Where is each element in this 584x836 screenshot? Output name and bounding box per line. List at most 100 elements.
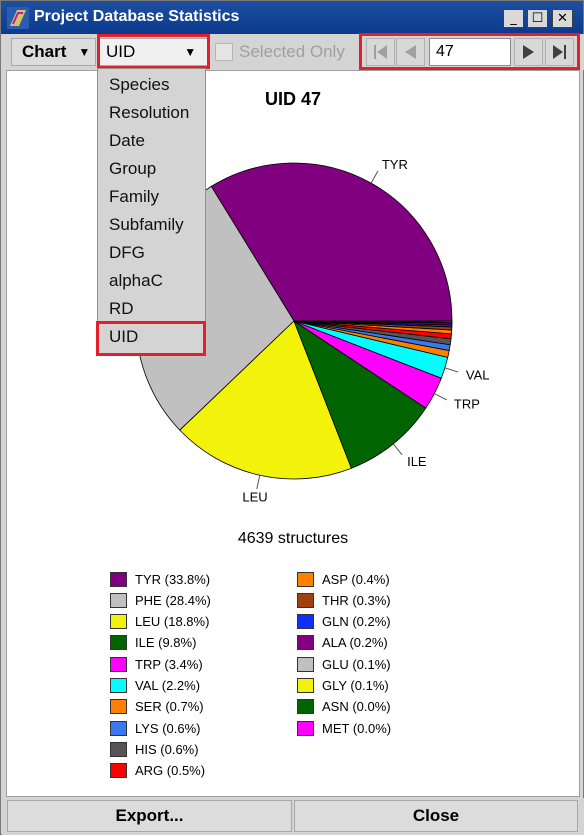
slice-label-trp: TRP [454, 397, 480, 412]
legend-item-tyr: TYR (33.8%) [110, 570, 210, 588]
button-bar: Export... Close [2, 798, 584, 835]
legend-label: GLN (0.2%) [322, 614, 391, 630]
close-icon: ✕ [557, 11, 568, 26]
legend-label: ASN (0.0%) [322, 699, 391, 715]
legend-item-ser: SER (0.7%) [110, 698, 204, 716]
legend-label: TRP (3.4%) [135, 656, 203, 672]
group-by-select[interactable]: UID ▼ [99, 38, 209, 66]
skip-last-icon [553, 45, 566, 59]
legend-label: TYR (33.8%) [135, 571, 211, 587]
legend-swatch [297, 678, 314, 693]
legend-swatch [297, 635, 314, 651]
first-record-button[interactable] [366, 38, 395, 66]
dropdown-item-subfamily[interactable]: Subfamily [109, 215, 184, 234]
dropdown-item-rd[interactable]: RD [109, 299, 134, 318]
dropdown-item-group[interactable]: Group [109, 159, 157, 178]
close-window-button[interactable]: ✕ [552, 9, 573, 28]
record-number-input[interactable]: 47 [429, 38, 511, 66]
legend-label: PHE (28.4%) [135, 592, 211, 608]
chevron-down-icon: ▼ [184, 45, 197, 59]
legend-item-lys: LYS (0.6%) [110, 719, 201, 737]
legend-label: ILE (9.8%) [135, 635, 197, 651]
legend-item-phe: PHE (28.4%) [110, 591, 211, 609]
leader-line-val [444, 367, 459, 373]
legend-swatch [297, 571, 314, 587]
window-title: Project Database Statistics [34, 8, 240, 25]
dropdown-item-species[interactable]: Species [109, 75, 170, 94]
legend-item-met: MET (0.0%) [297, 719, 391, 737]
legend-label: LYS (0.6%) [135, 720, 201, 736]
slice-label-tyr: TYR [382, 157, 408, 172]
close-button[interactable]: Close [294, 800, 578, 832]
dropdown-item-date[interactable]: Date [109, 131, 145, 150]
legend-item-ala: ALA (0.2%) [297, 634, 388, 652]
legend-label: ASP (0.4%) [322, 571, 390, 587]
selected-only-label: Selected Only [239, 42, 345, 61]
legend-item-leu: LEU (18.8%) [110, 613, 209, 631]
legend-item-asn: ASN (0.0%) [297, 698, 391, 716]
legend-swatch [110, 720, 127, 736]
toolbar: Chart ▼ UID ▼ Selected Only 47 [2, 33, 584, 70]
legend-swatch [110, 699, 127, 715]
legend-item-glu: GLU (0.1%) [297, 655, 391, 673]
legend-item-trp: TRP (3.4%) [110, 655, 203, 673]
legend-swatch [110, 614, 127, 630]
last-record-button[interactable] [545, 38, 574, 66]
maximize-icon: ☐ [531, 11, 544, 26]
leader-line-ile [392, 443, 403, 456]
slice-label-val: VAL [466, 367, 490, 382]
legend-item-arg: ARG (0.5%) [110, 762, 205, 780]
dropdown-item-dfg[interactable]: DFG [109, 243, 145, 262]
previous-icon [405, 45, 416, 59]
export-button[interactable]: Export... [7, 800, 292, 832]
highlight-uid-item [96, 321, 206, 356]
structure-count: 4639 structures [237, 530, 349, 547]
legend-swatch [110, 635, 127, 651]
leader-line-trp [434, 393, 448, 401]
group-by-value: UID [106, 42, 136, 61]
legend-item-val: VAL (2.2%) [110, 677, 200, 695]
selected-only-checkbox[interactable] [215, 43, 233, 61]
legend-item-thr: THR (0.3%) [297, 591, 391, 609]
app-icon [7, 7, 29, 29]
previous-record-button[interactable] [396, 38, 425, 66]
highlight-group-select [97, 34, 210, 69]
legend-label: VAL (2.2%) [135, 678, 201, 693]
slice-label-ile: ILE [407, 454, 427, 469]
maximize-button[interactable]: ☐ [527, 9, 548, 28]
legend-label: MET (0.0%) [322, 720, 392, 736]
dropdown-item-family[interactable]: Family [109, 187, 160, 206]
chart-menu-label: Chart [22, 42, 67, 61]
dropdown-item-resolution[interactable]: Resolution [109, 103, 190, 122]
legend-swatch [110, 678, 127, 693]
dropdown-item-uid[interactable]: UID [109, 327, 139, 346]
dropdown-item-alphac[interactable]: alphaC [109, 271, 163, 290]
legend-label: GLU (0.1%) [322, 656, 391, 672]
legend-swatch [297, 656, 314, 672]
slice-label-leu: LEU [242, 490, 267, 505]
next-record-button[interactable] [514, 38, 543, 66]
legend-swatch [110, 656, 127, 672]
legend-swatch [110, 741, 127, 757]
highlight-record-navigation [359, 33, 580, 70]
skip-first-icon [374, 45, 387, 59]
legend-label: THR (0.3%) [322, 592, 391, 608]
minimize-button[interactable]: _ [503, 9, 524, 28]
legend-label: GLY (0.1%) [322, 678, 389, 693]
legend-swatch [297, 699, 314, 715]
legend-label: LEU (18.8%) [135, 614, 210, 630]
chart-menu-button[interactable]: Chart ▼ [11, 38, 96, 66]
leader-line-tyr [370, 170, 379, 184]
chart-title: UID 47 [264, 89, 322, 109]
chevron-down-icon: ▼ [78, 45, 91, 59]
legend-swatch [110, 592, 127, 608]
title-bar[interactable]: Project Database Statistics _ ☐ ✕ [1, 1, 583, 34]
legend-swatch [297, 592, 314, 608]
legend-swatch [110, 763, 127, 779]
legend-item-ile: ILE (9.8%) [110, 634, 196, 652]
legend-label: ALA (0.2%) [322, 635, 388, 651]
pie-slice-tyr [210, 162, 453, 322]
legend-label: HIS (0.6%) [135, 741, 199, 757]
legend-swatch [110, 571, 127, 587]
